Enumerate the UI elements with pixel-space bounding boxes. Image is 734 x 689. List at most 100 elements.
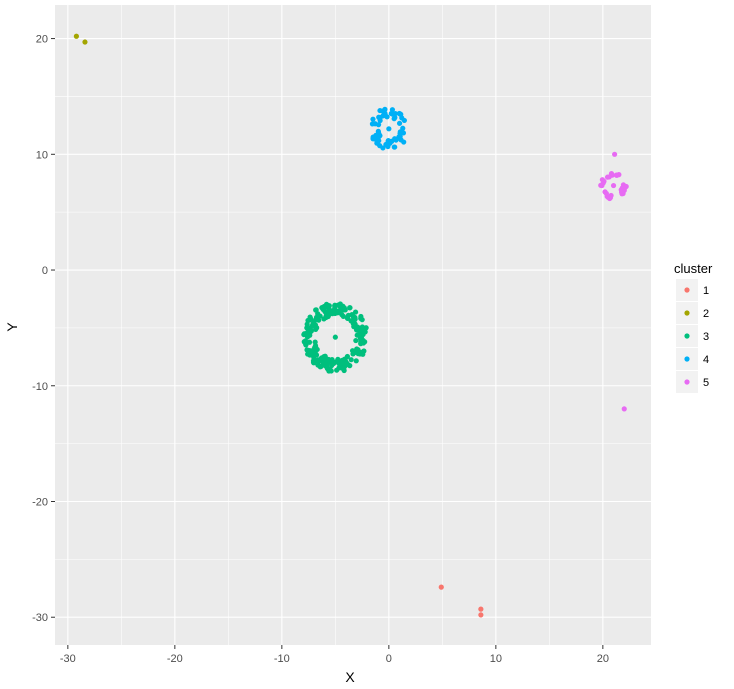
data-point-cluster-4 (372, 121, 378, 127)
minor-gridlines (55, 5, 651, 645)
data-point-cluster-3 (360, 351, 366, 357)
legend-label-cluster-2: 2 (703, 308, 709, 320)
legend-symbol-cluster-1 (684, 287, 690, 293)
legend-title: cluster (674, 261, 713, 276)
legend: cluster 1 2 3 4 5 (674, 261, 713, 393)
data-point-cluster-2 (73, 33, 80, 39)
x-tick-label: 10 (490, 653, 502, 665)
data-point-cluster-3 (344, 360, 350, 366)
data-point-cluster-3 (349, 348, 356, 354)
data-point-cluster-5 (610, 182, 617, 189)
legend-label-cluster-3: 3 (703, 331, 709, 343)
data-point-cluster-3 (327, 366, 333, 372)
data-point-cluster-4 (392, 110, 398, 117)
data-point-cluster-4 (384, 114, 390, 120)
y-tick-label: 10 (36, 149, 48, 161)
data-point-cluster-3 (348, 357, 354, 363)
data-point-cluster-3 (329, 356, 335, 363)
data-point-cluster-3 (308, 316, 314, 322)
data-point-cluster-3 (353, 337, 359, 344)
data-point-cluster-4 (389, 107, 396, 113)
legend-symbol-cluster-4 (684, 356, 690, 362)
major-gridlines (55, 5, 651, 645)
data-point-cluster-3 (310, 321, 316, 327)
data-point-cluster-4 (370, 136, 376, 142)
legend-items: 1 2 3 4 5 (676, 279, 709, 393)
data-point-cluster-4 (370, 116, 376, 122)
data-point-cluster-3 (351, 318, 357, 324)
data-point-cluster-3 (319, 305, 325, 311)
data-point-cluster-3 (321, 354, 327, 360)
data-point-cluster-5 (621, 406, 627, 412)
data-point-cluster-4 (393, 137, 399, 143)
y-tick-label: -10 (32, 381, 48, 393)
x-tick-label: -20 (167, 653, 183, 665)
data-point-cluster-4 (382, 106, 388, 112)
data-point-cluster-5 (613, 172, 620, 178)
data-point-cluster-1 (478, 612, 484, 618)
data-point-cluster-1 (478, 606, 484, 612)
data-point-cluster-1 (438, 584, 444, 590)
data-point-cluster-3 (310, 359, 317, 365)
data-point-cluster-3 (326, 312, 332, 318)
data-point-cluster-3 (312, 339, 318, 345)
data-point-cluster-3 (301, 339, 307, 345)
data-point-cluster-4 (401, 139, 407, 145)
data-point-cluster-3 (313, 326, 319, 332)
data-point-cluster-4 (373, 132, 379, 138)
data-point-cluster-3 (347, 305, 353, 311)
data-point-cluster-4 (400, 125, 406, 131)
data-point-cluster-2 (82, 39, 88, 45)
y-tick-label: 20 (36, 34, 48, 46)
data-point-cluster-4 (392, 114, 398, 121)
data-points (73, 33, 629, 618)
data-point-cluster-4 (387, 140, 393, 146)
data-point-cluster-3 (338, 307, 344, 313)
data-point-cluster-3 (304, 347, 310, 353)
y-tick-label: -20 (32, 496, 48, 508)
data-point-cluster-3 (353, 324, 360, 331)
data-point-cluster-5 (603, 190, 609, 197)
data-point-cluster-3 (339, 365, 345, 371)
data-point-cluster-3 (358, 313, 364, 320)
y-tick-label: 0 (42, 265, 48, 277)
data-point-cluster-3 (349, 311, 355, 318)
data-point-cluster-4 (399, 115, 405, 121)
legend-label-cluster-5: 5 (703, 377, 709, 389)
data-point-cluster-4 (380, 113, 386, 119)
data-point-cluster-3 (325, 303, 331, 309)
data-point-cluster-3 (306, 339, 313, 345)
data-point-cluster-3 (334, 310, 341, 316)
data-point-cluster-3 (322, 308, 328, 315)
legend-label-cluster-1: 1 (703, 285, 709, 297)
x-tick-label: -30 (60, 653, 76, 665)
data-point-cluster-3 (304, 325, 310, 331)
data-point-cluster-5 (612, 151, 618, 157)
x-tick-label: -10 (274, 653, 290, 665)
x-tick-label: 20 (597, 653, 609, 665)
data-point-cluster-4 (386, 126, 392, 132)
legend-symbol-cluster-2 (684, 310, 690, 316)
x-tick-label: 0 (386, 653, 392, 665)
x-axis-title: X (345, 669, 355, 685)
data-point-cluster-3 (313, 344, 319, 350)
data-point-cluster-3 (356, 331, 362, 338)
data-point-cluster-4 (392, 144, 398, 150)
data-point-cluster-3 (305, 351, 311, 357)
legend-label-cluster-4: 4 (703, 354, 709, 366)
data-point-cluster-3 (334, 367, 340, 373)
y-tick-label: -30 (32, 612, 48, 624)
data-point-cluster-5 (619, 191, 625, 197)
data-point-cluster-4 (396, 110, 402, 117)
y-axis-title: Y (4, 322, 20, 332)
y-axis-ticks: 20 10 0 -10 -20 -30 (32, 34, 55, 624)
data-point-cluster-3 (309, 350, 316, 356)
data-point-cluster-3 (332, 334, 338, 340)
data-point-cluster-5 (621, 185, 628, 191)
data-point-cluster-5 (607, 195, 613, 202)
data-point-cluster-3 (362, 329, 368, 335)
legend-symbol-cluster-5 (684, 379, 690, 385)
data-point-cluster-3 (315, 357, 321, 363)
data-point-cluster-3 (358, 341, 364, 347)
